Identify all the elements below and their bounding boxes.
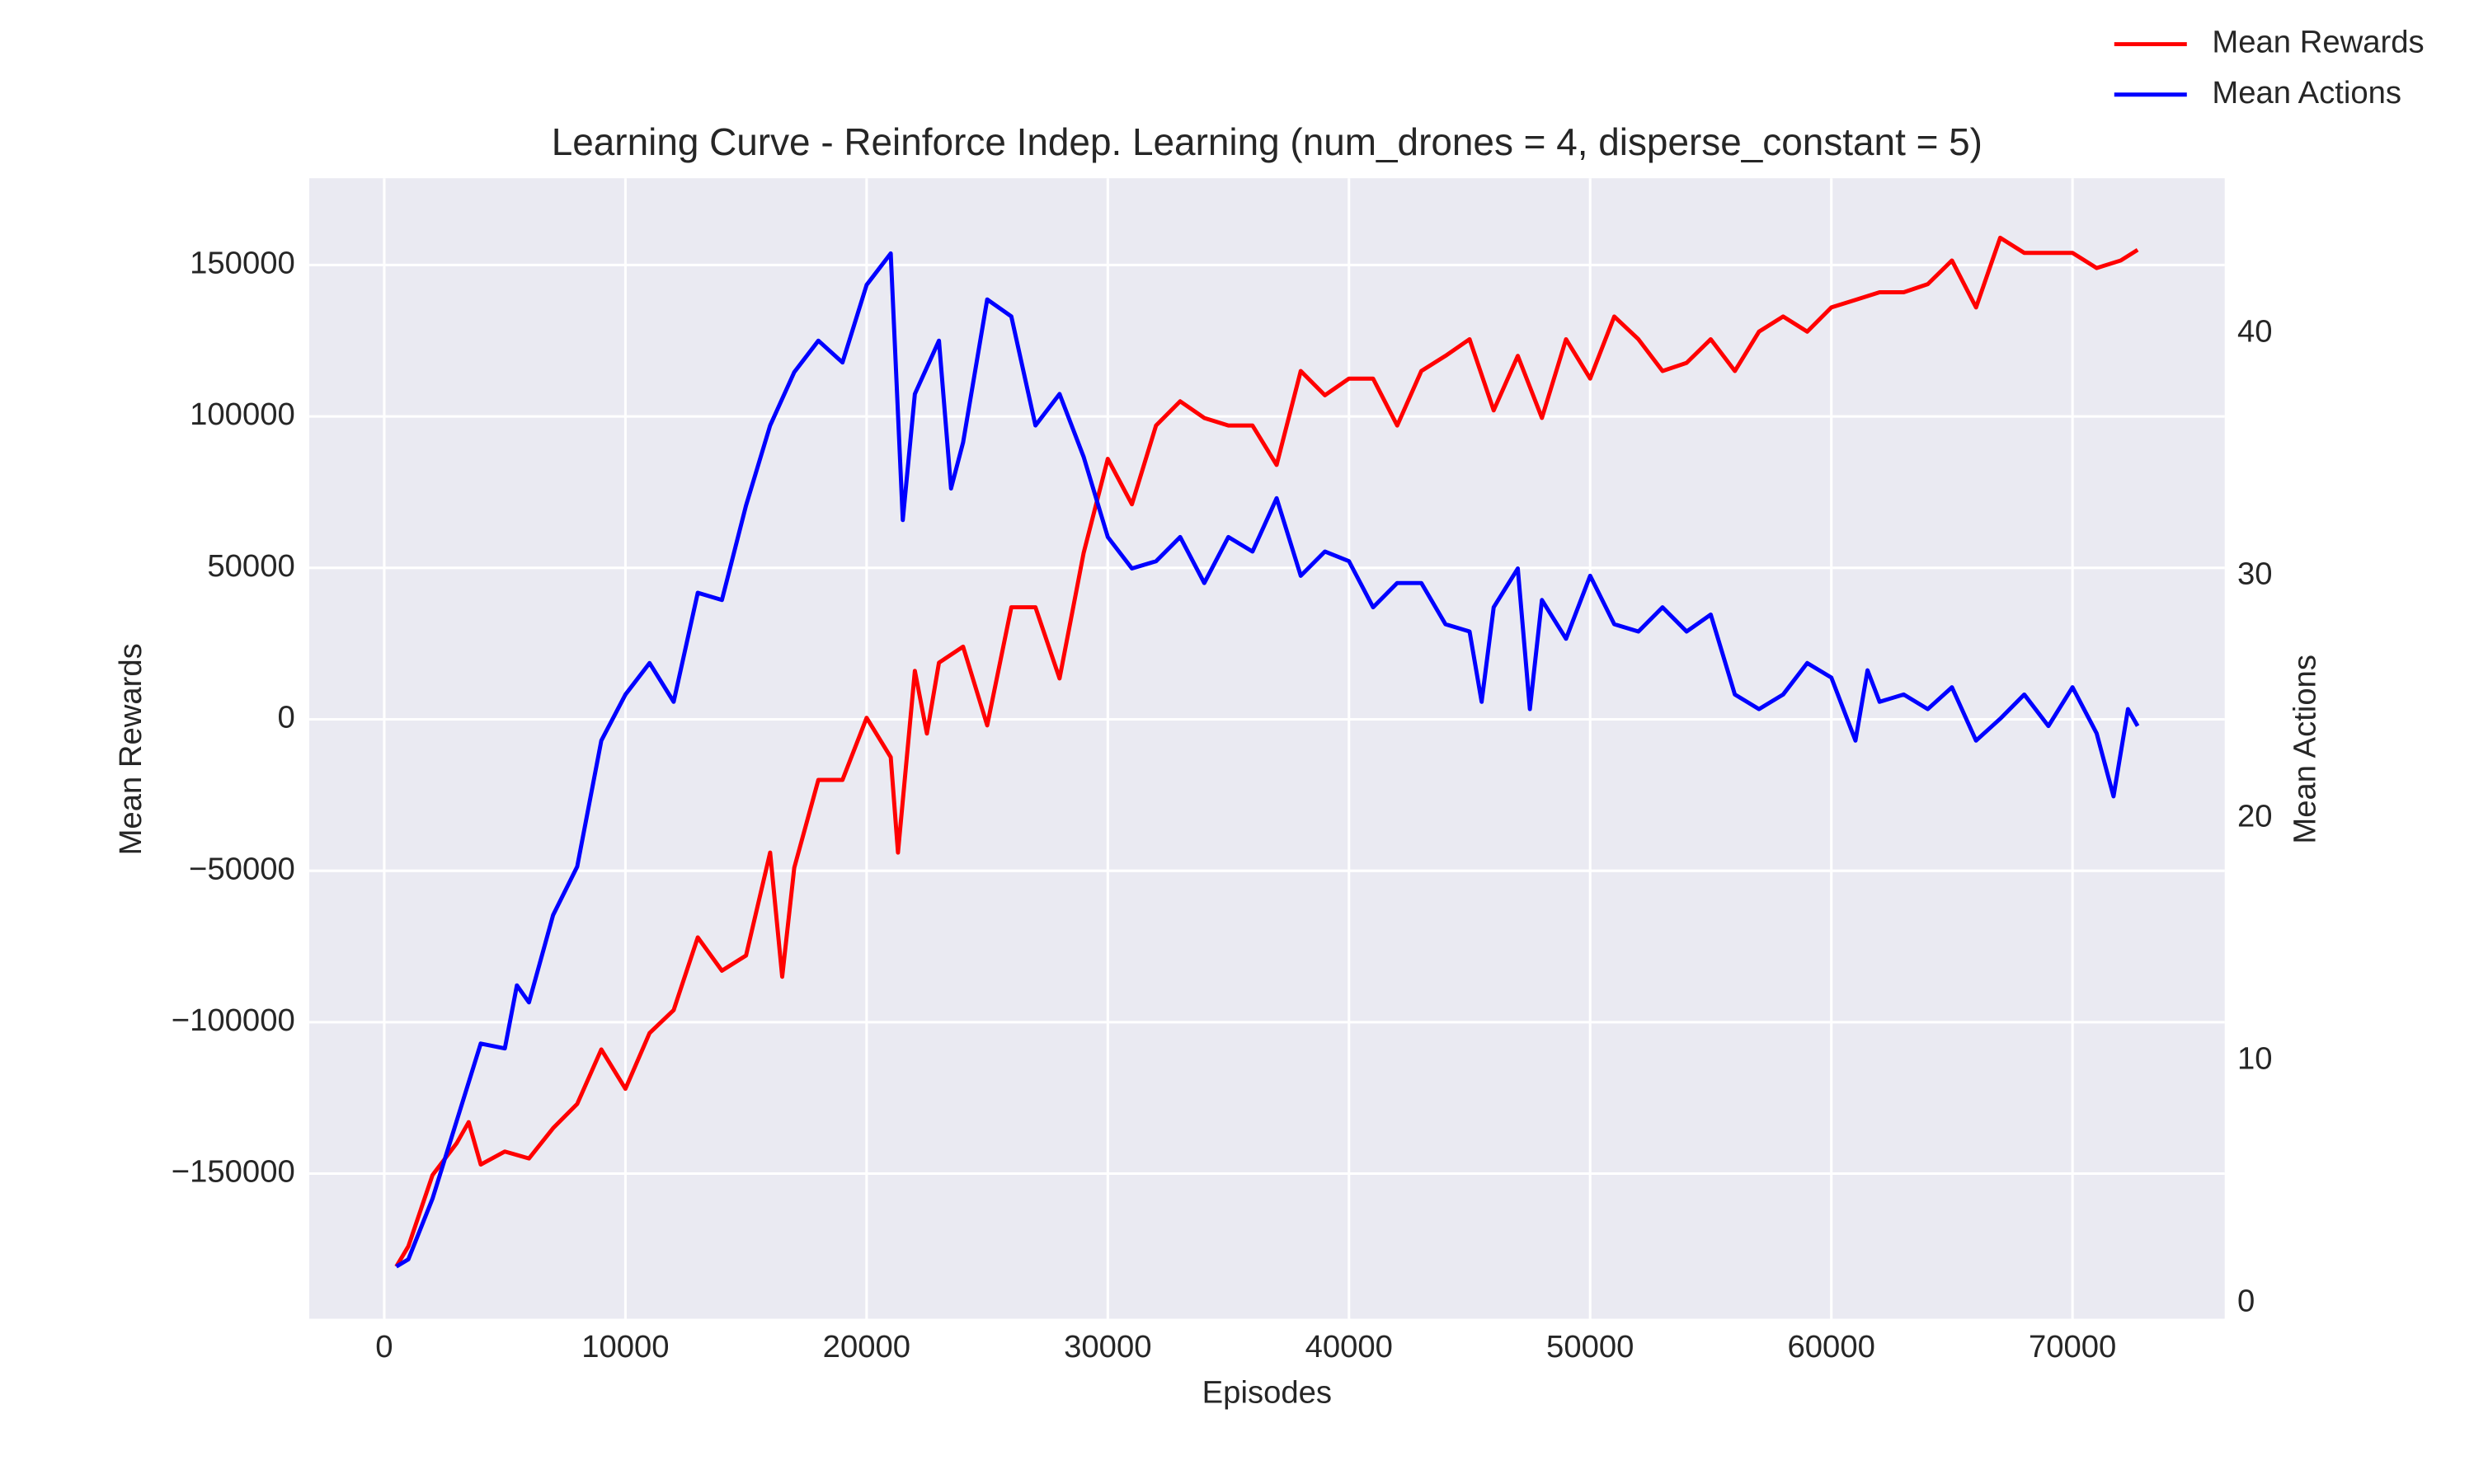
y-tick-label: −150000	[172, 1154, 295, 1190]
y-tick-label: −100000	[172, 1003, 295, 1038]
x-tick-label: 70000	[2029, 1329, 2116, 1364]
y2-tick-label: 10	[2237, 1040, 2273, 1076]
legend-label: Mean Actions	[2212, 75, 2401, 110]
x-tick-label: 0	[375, 1329, 393, 1364]
x-tick-label: 60000	[1788, 1329, 1875, 1364]
y2-tick-label: 40	[2237, 313, 2273, 349]
x-tick-label: 50000	[1546, 1329, 1634, 1364]
y-tick-label: 100000	[190, 397, 295, 432]
y2-tick-label: 20	[2237, 798, 2273, 834]
y2-tick-label: 0	[2237, 1283, 2255, 1318]
y-axis-label: Mean Rewards	[113, 643, 148, 855]
x-axis-label: Episodes	[1202, 1374, 1332, 1410]
y-tick-label: −50000	[189, 851, 295, 886]
series-line	[395, 251, 2140, 1269]
plot-area	[309, 178, 2225, 1319]
legend: Mean Rewards Mean Actions	[2114, 25, 2425, 110]
y-tick-label: 0	[277, 700, 294, 735]
x-tick-label: 30000	[1064, 1329, 1151, 1364]
grid	[309, 178, 2225, 1319]
x-tick-label: 10000	[581, 1329, 669, 1364]
legend-label: Mean Rewards	[2212, 25, 2424, 60]
lines	[394, 235, 2140, 1269]
y2-tick-label: 30	[2237, 556, 2273, 591]
x-tick-label: 40000	[1305, 1329, 1393, 1364]
y2-axis-label: Mean Actions	[2287, 655, 2322, 844]
chart-title: Learning Curve - Reinforce Indep. Learni…	[552, 120, 1982, 163]
x-tick-label: 20000	[823, 1329, 910, 1364]
series-line	[394, 235, 2139, 1268]
y-tick-label: 150000	[190, 246, 295, 281]
y-tick-label: 50000	[207, 548, 294, 584]
